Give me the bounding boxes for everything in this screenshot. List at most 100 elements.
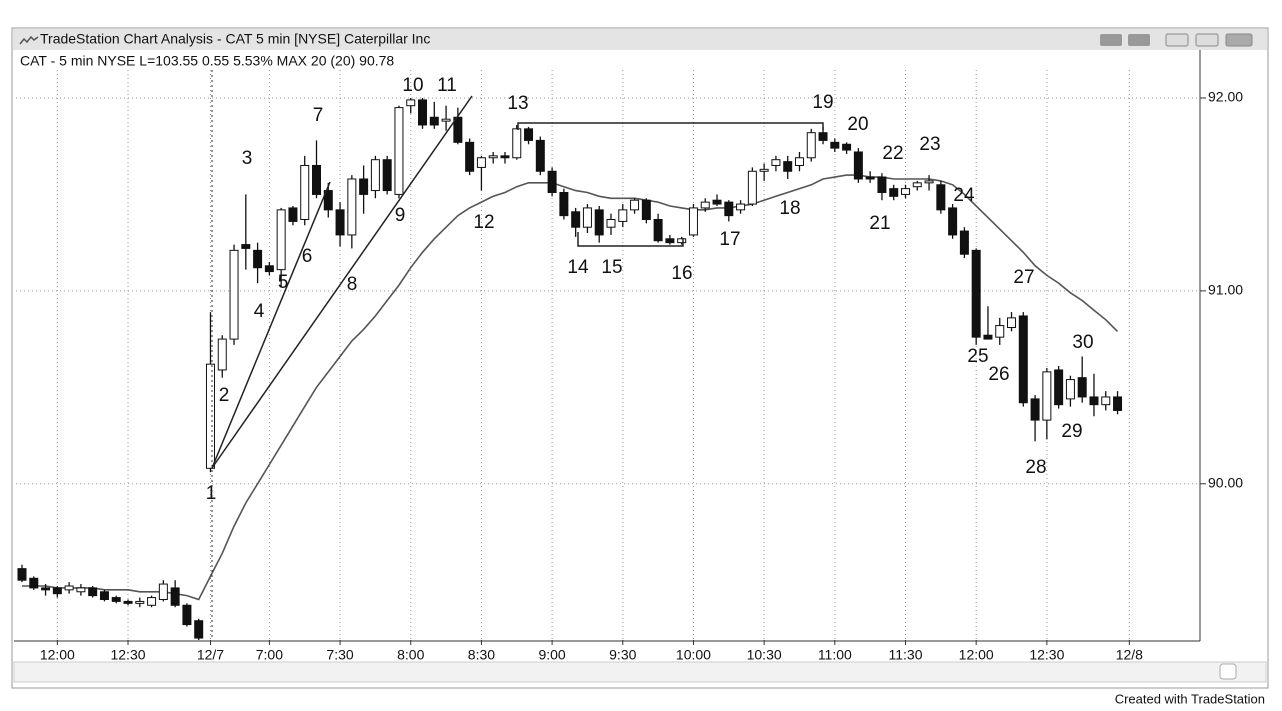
- candle-body: [64, 585, 74, 591]
- bar-number: 26: [988, 364, 1009, 385]
- candle-body: [1042, 371, 1052, 421]
- candle-body: [1018, 315, 1028, 404]
- app-icon: [19, 35, 39, 45]
- candle-body: [158, 583, 168, 600]
- candle-body: [170, 587, 180, 606]
- candle-body: [394, 107, 404, 195]
- candle-body: [406, 99, 416, 107]
- candle-body: [88, 587, 98, 597]
- candle-body: [76, 587, 86, 593]
- candle-body: [889, 188, 899, 197]
- candle-body: [559, 191, 569, 217]
- candle-body: [123, 600, 133, 604]
- bar-number: 24: [953, 185, 975, 206]
- x-tick-label: 11:00: [818, 647, 852, 663]
- moving-average: [22, 174, 1119, 601]
- candle-body: [1113, 396, 1123, 411]
- x-tick-label: 7:30: [326, 647, 353, 663]
- candle-body: [1089, 396, 1099, 406]
- maximize-button[interactable]: [1195, 33, 1219, 47]
- candle-body: [335, 209, 345, 236]
- toolbar-button[interactable]: [1128, 34, 1150, 46]
- y-tick-label: 90.00: [1208, 474, 1243, 490]
- candle-body: [641, 199, 651, 220]
- bar-number: 23: [919, 134, 940, 155]
- candle-body: [653, 218, 663, 242]
- bar-number: 20: [847, 114, 868, 135]
- candle-body: [535, 139, 545, 172]
- candle-body: [488, 155, 498, 159]
- candle-body: [1065, 379, 1075, 400]
- candle-body: [99, 591, 109, 600]
- candle-body: [429, 116, 439, 126]
- bar-number: 19: [812, 92, 833, 113]
- candle-body: [288, 207, 298, 222]
- candle-body: [677, 238, 687, 244]
- candle-body: [783, 161, 793, 172]
- y-tick-label: 92.00: [1208, 89, 1243, 105]
- candle-body: [842, 143, 852, 151]
- candle-body: [312, 164, 321, 195]
- y-tick-label: 91.00: [1208, 282, 1243, 298]
- candle-body: [29, 577, 39, 589]
- x-tick-label: 7:00: [256, 647, 283, 663]
- candle-body: [948, 207, 958, 236]
- window-title: TradeStation Chart Analysis - CAT 5 min …: [40, 31, 430, 47]
- candle-body: [983, 334, 993, 340]
- chart-subtitle: CAT - 5 min NYSE L=103.55 0.55 5.53% MAX…: [20, 53, 394, 69]
- x-tick-label: 10:00: [676, 647, 711, 663]
- toolbar-button[interactable]: [1100, 34, 1122, 46]
- candle-body: [41, 587, 51, 591]
- candle-body: [217, 338, 227, 371]
- x-tick-label: 12/8: [1116, 647, 1143, 663]
- close-button[interactable]: [1225, 33, 1253, 47]
- candle-body: [582, 207, 592, 228]
- candle-body: [135, 600, 145, 604]
- bar-number: 29: [1061, 421, 1082, 442]
- x-tick-label: 9:00: [538, 647, 565, 663]
- candle-body: [1054, 369, 1064, 406]
- candle-body: [724, 201, 734, 217]
- candle-body: [1030, 398, 1040, 421]
- candle-body: [253, 249, 263, 269]
- candle-body: [806, 132, 816, 159]
- candle-body: [700, 201, 710, 209]
- candle-body: [924, 180, 934, 184]
- bar-number: 4: [254, 301, 265, 322]
- candle-body: [618, 209, 628, 222]
- trend-line: [211, 181, 331, 469]
- candle-body: [901, 188, 910, 195]
- bar-number: 15: [601, 257, 622, 278]
- candle-body: [524, 128, 534, 141]
- candle-body: [476, 157, 486, 168]
- candle-body: [936, 184, 946, 211]
- candle-body: [630, 199, 640, 211]
- candle-body: [959, 230, 969, 255]
- bar-number: 8: [347, 274, 358, 295]
- candle-body: [182, 604, 192, 626]
- bar-number: 12: [473, 212, 494, 233]
- candle-body: [500, 155, 510, 159]
- candle-body: [382, 159, 392, 192]
- candle-body: [52, 587, 62, 595]
- bar-number: 28: [1025, 457, 1046, 478]
- bar-number: 21: [869, 213, 890, 234]
- plot-area: 90.00 91.00 92.00 12:00 12:30 12/7 7:00 7:30 8:0…: [16, 70, 1243, 663]
- bar-number: 18: [779, 198, 800, 219]
- scroll-thumb[interactable]: [1219, 663, 1237, 680]
- footer: Created with TradeStation: [1115, 691, 1265, 706]
- candle-body: [264, 265, 274, 273]
- x-tick-label: 12:00: [959, 647, 994, 663]
- candle-body: [818, 132, 828, 141]
- scrollbar[interactable]: [13, 661, 1267, 683]
- bar-number: 30: [1072, 332, 1093, 353]
- bar-number: 6: [302, 246, 313, 267]
- candle-body: [1101, 396, 1111, 406]
- bar-number: 3: [242, 148, 253, 169]
- candle-body: [323, 190, 333, 211]
- minimize-button[interactable]: [1165, 33, 1189, 47]
- candle-body: [747, 170, 757, 205]
- x-tick-label: 11:30: [889, 647, 923, 663]
- bar-number: 25: [967, 346, 988, 367]
